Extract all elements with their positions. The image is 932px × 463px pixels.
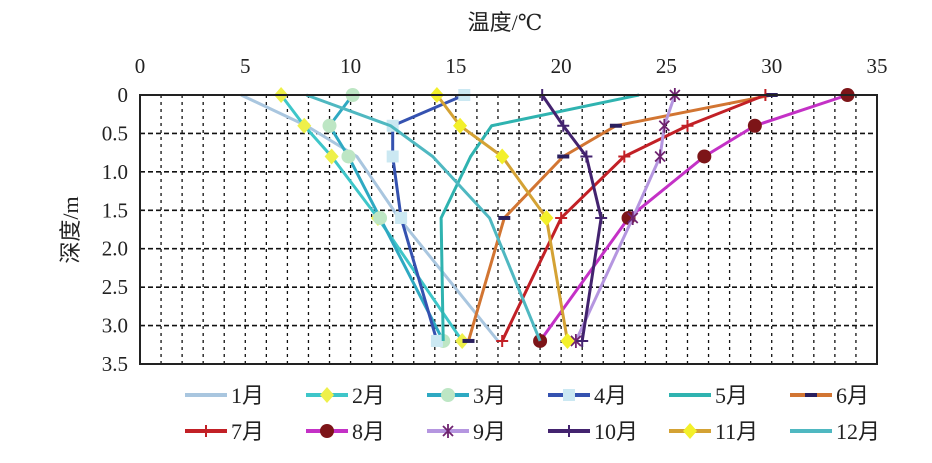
legend-item: 7月: [185, 419, 264, 444]
series-line: [439, 93, 640, 341]
data-point: [560, 332, 575, 349]
series-7: [496, 89, 772, 347]
x-tick-label: 5: [240, 54, 251, 78]
data-point: [563, 425, 575, 437]
data-point: [386, 150, 399, 163]
legend-item: 6月: [790, 383, 869, 408]
data-point: [570, 333, 582, 348]
series-line: [240, 93, 500, 342]
data-point: [555, 211, 568, 224]
data-point: [442, 424, 454, 438]
legend-label: 12月: [836, 419, 880, 444]
x-tick-label: 20: [551, 54, 572, 78]
data-point: [618, 150, 631, 163]
series-line: [305, 93, 542, 342]
data-point: [322, 118, 337, 133]
data-point: [441, 388, 455, 402]
y-tick-label: 3.5: [102, 352, 128, 376]
legend-item: 12月: [790, 419, 880, 444]
data-point: [557, 119, 570, 132]
x-tick-label: 25: [656, 54, 677, 78]
data-point: [595, 211, 608, 224]
legend-label: 4月: [594, 383, 627, 408]
legend-label: 7月: [231, 419, 264, 444]
data-point: [747, 118, 762, 133]
legend-label: 11月: [715, 419, 758, 444]
x-tick-label: 30: [761, 54, 782, 78]
x-tick-label: 10: [340, 54, 361, 78]
series-1: [240, 93, 500, 342]
data-point: [496, 334, 509, 347]
data-point: [580, 150, 593, 163]
grid: [140, 95, 877, 364]
data-point: [683, 423, 697, 439]
legend-label: 6月: [836, 383, 869, 408]
legend-label: 9月: [473, 419, 506, 444]
legend-label: 5月: [715, 383, 748, 408]
series-line: [467, 93, 773, 342]
data-point: [654, 149, 666, 164]
plot-frame: [139, 94, 878, 365]
y-tick-label: 1.5: [102, 198, 128, 222]
legend-label: 2月: [352, 383, 385, 408]
y-tick-label: 1.0: [102, 160, 128, 184]
legend-item: 1月: [185, 383, 264, 408]
data-point: [495, 148, 510, 165]
series-3: [322, 88, 451, 348]
legend-item: 5月: [669, 383, 748, 408]
legend-label: 1月: [231, 383, 264, 408]
x-tick-label: 35: [867, 54, 888, 78]
legend-label: 8月: [352, 419, 385, 444]
y-ticks: 0 0.5 1.0 1.5 2.0 2.5 3.0 3.5: [102, 83, 128, 376]
series-line: [538, 93, 848, 342]
y-tick-label: 3.0: [102, 314, 128, 338]
x-tick-label: 15: [445, 54, 466, 78]
data-point: [395, 211, 408, 224]
data-point: [563, 389, 575, 401]
data-point: [627, 210, 639, 225]
series-10: [536, 89, 608, 347]
data-point: [681, 119, 694, 132]
series-6: [462, 93, 778, 343]
legend: 1月 2月 3月 4月 5月 6月 7月 8月 9月 10月 11月 12月: [185, 383, 880, 444]
data-point: [200, 425, 212, 437]
data-point: [658, 118, 670, 133]
data-point: [324, 148, 339, 165]
data-point: [341, 149, 356, 164]
legend-item: 4月: [548, 383, 627, 408]
legend-item: 11月: [669, 419, 758, 444]
data-point: [697, 149, 712, 164]
legend-label: 10月: [594, 419, 638, 444]
data-point: [430, 334, 443, 347]
legend-item: 3月: [427, 383, 506, 408]
legend-item: 10月: [548, 419, 638, 444]
series-5: [439, 93, 640, 341]
series-lines: [240, 87, 855, 349]
y-tick-label: 0: [118, 83, 129, 107]
legend-item: 8月: [306, 419, 385, 444]
data-point: [539, 209, 554, 226]
y-tick-label: 2.5: [102, 275, 128, 299]
x-ticks: 0 5 10 15 20 25 30 35: [135, 54, 888, 78]
x-axis-label: 温度/℃: [468, 10, 543, 35]
data-point: [455, 332, 470, 349]
data-point: [373, 210, 388, 225]
data-point: [320, 424, 334, 438]
legend-label: 3月: [473, 383, 506, 408]
data-point: [297, 117, 312, 134]
legend-item: 2月: [306, 383, 385, 408]
series-4: [386, 89, 471, 347]
data-point: [576, 334, 589, 347]
y-axis-label: 深度/m: [58, 196, 83, 263]
y-tick-label: 2.0: [102, 237, 128, 261]
legend-item: 9月: [427, 419, 506, 444]
series-12: [305, 93, 542, 342]
data-point: [453, 117, 468, 134]
x-tick-label: 0: [135, 54, 146, 78]
y-tick-label: 0.5: [102, 121, 128, 145]
data-point: [320, 387, 334, 403]
series-8: [533, 88, 855, 348]
